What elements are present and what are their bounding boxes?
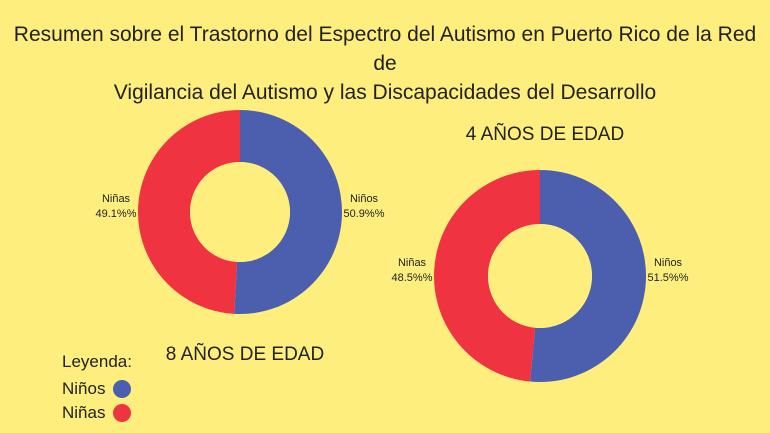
chart-title-line-2: Vigilancia del Autismo y las Discapacida… [113, 81, 657, 104]
legend-swatch-ninos [113, 380, 132, 398]
donut-4-slice-ninos [530, 170, 646, 382]
donut-8-caption: 8 AÑOS DE EDAD [166, 343, 324, 365]
donut-4-value-ninas: 48.5%% [392, 272, 433, 284]
donut-8-value-ninas: 49.1%% [96, 208, 137, 220]
donut-4-caption: 4 AÑOS DE EDAD [466, 123, 624, 145]
donut-8-value-ninos: 50.9%% [344, 208, 385, 220]
donut-8-slice-ninos [234, 110, 342, 314]
legend-swatch-ninas [113, 404, 132, 422]
donut-4-hole [488, 224, 592, 328]
chart-title: Resumen sobre el Trastorno del Espectro … [0, 20, 770, 107]
donut-8-label-ninas: Niñas [102, 193, 131, 205]
chart-title-line-1: Resumen sobre el Trastorno del Espectro … [13, 23, 757, 75]
legend-item-ninas: Niñas [62, 401, 132, 425]
donut-8-label-ninos: Niños [350, 193, 379, 205]
legend-title: Leyenda: [62, 352, 132, 371]
legend-item-ninos: Niños [62, 377, 132, 401]
legend: Leyenda: Niños Niñas [62, 352, 132, 425]
donut-4-label-ninos: Niños [654, 257, 683, 269]
donut-8-hole [190, 162, 290, 262]
donut-4-value-ninos: 51.5%% [648, 272, 689, 284]
legend-item-label: Niños [62, 379, 106, 398]
donut-8-slice-ninas [137, 110, 240, 314]
donut-4-slice-ninas [433, 170, 540, 382]
donut-4-label-ninas: Niñas [398, 257, 427, 269]
legend-item-label: Niñas [62, 403, 106, 422]
